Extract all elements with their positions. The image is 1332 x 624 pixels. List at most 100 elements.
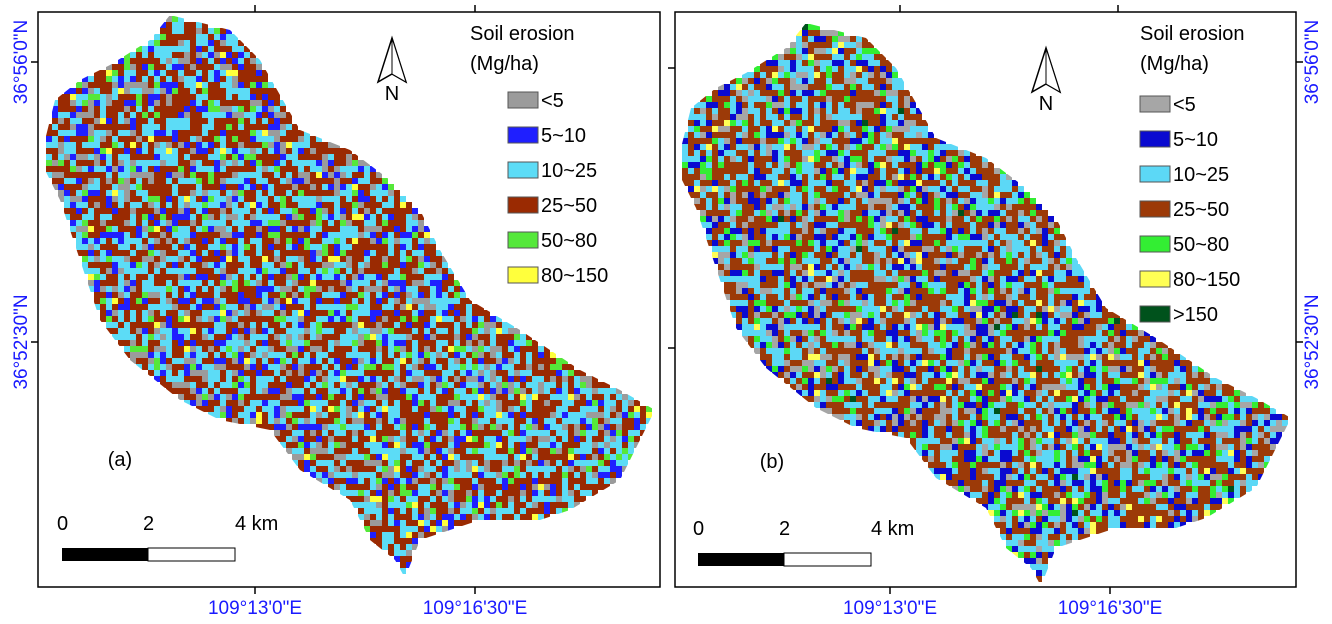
erosion-cell: [688, 132, 694, 138]
erosion-cell: [580, 376, 586, 382]
erosion-cell: [532, 394, 538, 400]
erosion-cell: [256, 256, 262, 262]
erosion-cell: [262, 124, 268, 130]
erosion-cell: [418, 214, 424, 220]
erosion-cell: [424, 244, 430, 250]
erosion-cell: [274, 154, 280, 160]
erosion-cell: [400, 262, 406, 268]
erosion-cell: [118, 178, 124, 184]
erosion-cell: [76, 184, 82, 190]
erosion-cell: [262, 70, 268, 76]
erosion-cell: [196, 292, 202, 298]
erosion-cell: [334, 364, 340, 370]
erosion-cell: [358, 370, 364, 376]
erosion-cell: [436, 442, 442, 448]
erosion-cell: [778, 72, 784, 78]
erosion-cell: [76, 226, 82, 232]
erosion-cell: [298, 268, 304, 274]
erosion-cell: [784, 60, 790, 66]
erosion-cell: [532, 490, 538, 496]
erosion-cell: [232, 202, 238, 208]
erosion-cell: [466, 454, 472, 460]
erosion-cell: [208, 28, 214, 34]
erosion-cell: [838, 72, 844, 78]
erosion-cell: [334, 424, 340, 430]
erosion-cell: [382, 394, 388, 400]
erosion-cell: [544, 400, 550, 406]
erosion-cell: [442, 430, 448, 436]
erosion-cell: [688, 114, 694, 120]
erosion-cell: [472, 484, 478, 490]
erosion-cell: [172, 136, 178, 142]
erosion-cell: [532, 406, 538, 412]
erosion-cell: [190, 274, 196, 280]
erosion-cell: [526, 430, 532, 436]
erosion-cell: [394, 538, 400, 544]
erosion-cell: [562, 490, 568, 496]
erosion-cell: [244, 358, 250, 364]
erosion-cell: [118, 88, 124, 94]
erosion-cell: [232, 196, 238, 202]
erosion-cell: [298, 214, 304, 220]
erosion-cell: [460, 496, 466, 502]
erosion-cell: [562, 412, 568, 418]
erosion-cell: [556, 358, 562, 364]
erosion-cell: [754, 114, 760, 120]
erosion-cell: [160, 250, 166, 256]
erosion-cell: [376, 454, 382, 460]
erosion-cell: [700, 96, 706, 102]
erosion-cell: [310, 220, 316, 226]
erosion-cell: [538, 466, 544, 472]
erosion-cell: [292, 382, 298, 388]
erosion-cell: [196, 22, 202, 28]
erosion-cell: [376, 310, 382, 316]
erosion-cell: [460, 484, 466, 490]
erosion-cell: [598, 388, 604, 394]
erosion-cell: [184, 46, 190, 52]
erosion-cell: [298, 340, 304, 346]
erosion-cell: [202, 274, 208, 280]
erosion-cell: [124, 310, 130, 316]
erosion-cell: [250, 274, 256, 280]
erosion-cell: [154, 292, 160, 298]
erosion-cell: [232, 220, 238, 226]
erosion-cell: [166, 286, 172, 292]
erosion-cell: [370, 520, 376, 526]
erosion-cell: [148, 358, 154, 364]
erosion-cell: [178, 286, 184, 292]
erosion-cell: [328, 154, 334, 160]
erosion-cell: [388, 424, 394, 430]
erosion-cell: [538, 472, 544, 478]
erosion-cell: [796, 54, 802, 60]
erosion-cell: [130, 340, 136, 346]
erosion-cell: [556, 376, 562, 382]
erosion-cell: [394, 190, 400, 196]
erosion-cell: [394, 220, 400, 226]
erosion-cell: [142, 172, 148, 178]
erosion-cell: [814, 114, 820, 120]
erosion-cell: [862, 72, 868, 78]
erosion-cell: [94, 160, 100, 166]
erosion-cell: [286, 412, 292, 418]
erosion-cell: [460, 424, 466, 430]
erosion-cell: [310, 196, 316, 202]
erosion-cell: [574, 496, 580, 502]
erosion-cell: [172, 106, 178, 112]
erosion-cell: [292, 310, 298, 316]
erosion-cell: [424, 484, 430, 490]
erosion-cell: [166, 208, 172, 214]
erosion-cell: [238, 400, 244, 406]
erosion-cell: [322, 346, 328, 352]
erosion-cell: [268, 244, 274, 250]
erosion-cell: [526, 490, 532, 496]
erosion-cell: [466, 502, 472, 508]
erosion-cell: [466, 352, 472, 358]
erosion-cell: [436, 460, 442, 466]
erosion-cell: [166, 22, 172, 28]
erosion-cell: [268, 190, 274, 196]
erosion-cell: [370, 166, 376, 172]
erosion-cell: [394, 262, 400, 268]
erosion-cell: [850, 72, 856, 78]
erosion-cell: [604, 460, 610, 466]
erosion-cell: [208, 232, 214, 238]
